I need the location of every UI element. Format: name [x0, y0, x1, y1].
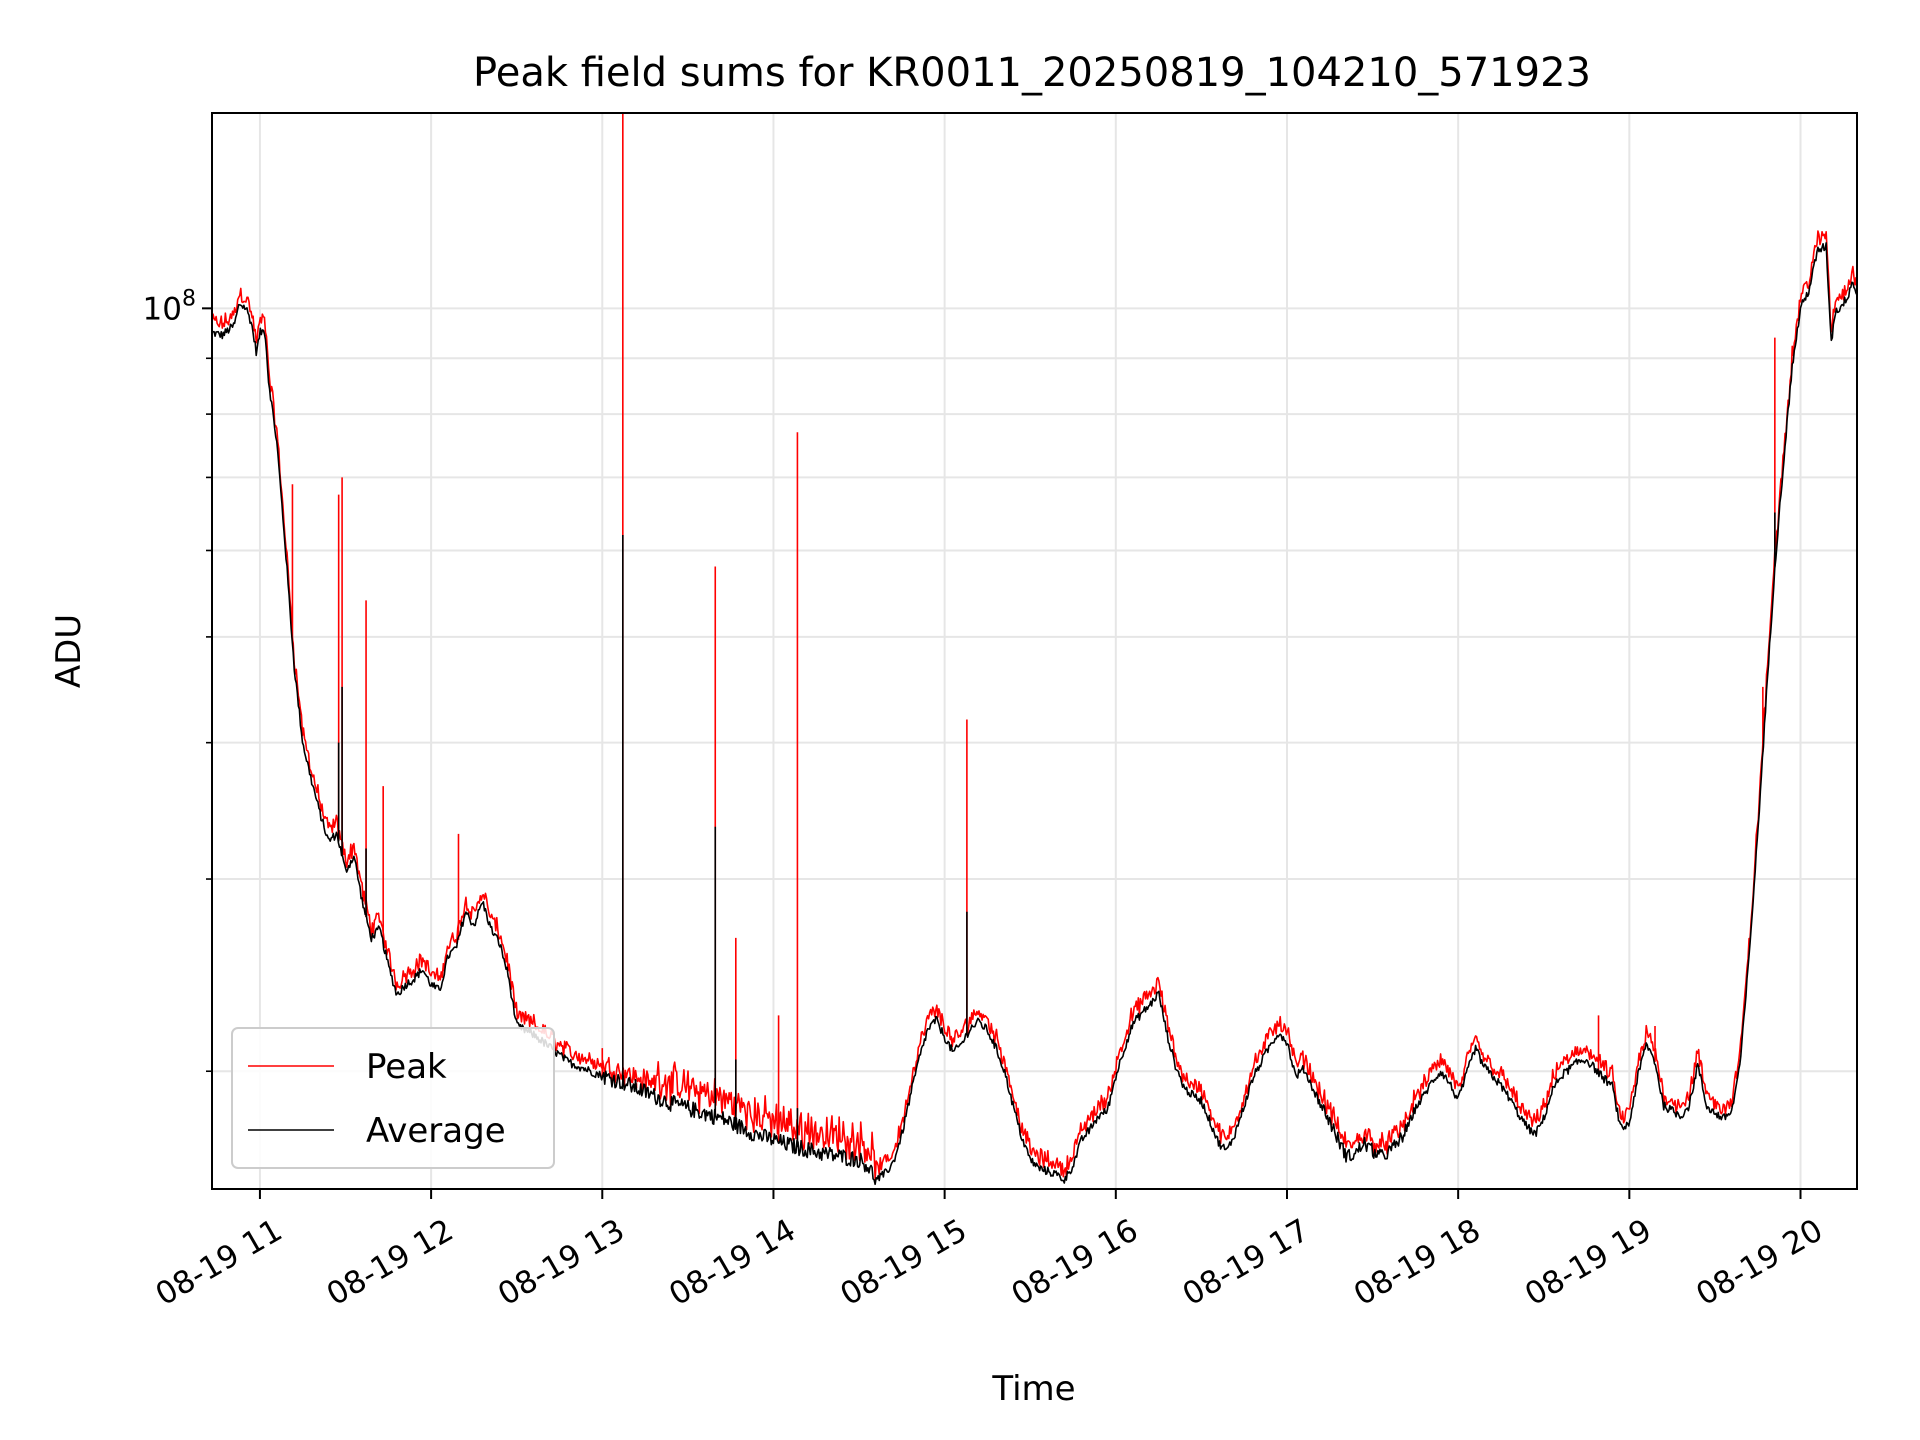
plot-frame	[211, 112, 1858, 1190]
series-layer	[212, 113, 1857, 1186]
chart-title: Peak field sums for KR0011_20250819_1042…	[473, 50, 1591, 96]
x-axis-label: Time	[991, 1369, 1075, 1409]
y-tick-label: 108	[143, 286, 196, 327]
legend-label-peak: Peak	[366, 1047, 447, 1087]
legend: Peak Average	[231, 1027, 555, 1169]
grid-lines	[212, 113, 1857, 1189]
legend-box	[231, 1027, 555, 1169]
y-tick-label-exponent: 8	[182, 286, 196, 311]
y-tick-label-base: 10	[143, 291, 182, 327]
y-axis-ticks: 108	[143, 286, 212, 1073]
y-axis-label: ADU	[49, 614, 89, 688]
peak-series-line	[212, 230, 1857, 1181]
average-series-spikes	[337, 512, 1776, 1148]
average-series-line	[212, 242, 1857, 1186]
legend-label-average: Average	[366, 1111, 506, 1151]
